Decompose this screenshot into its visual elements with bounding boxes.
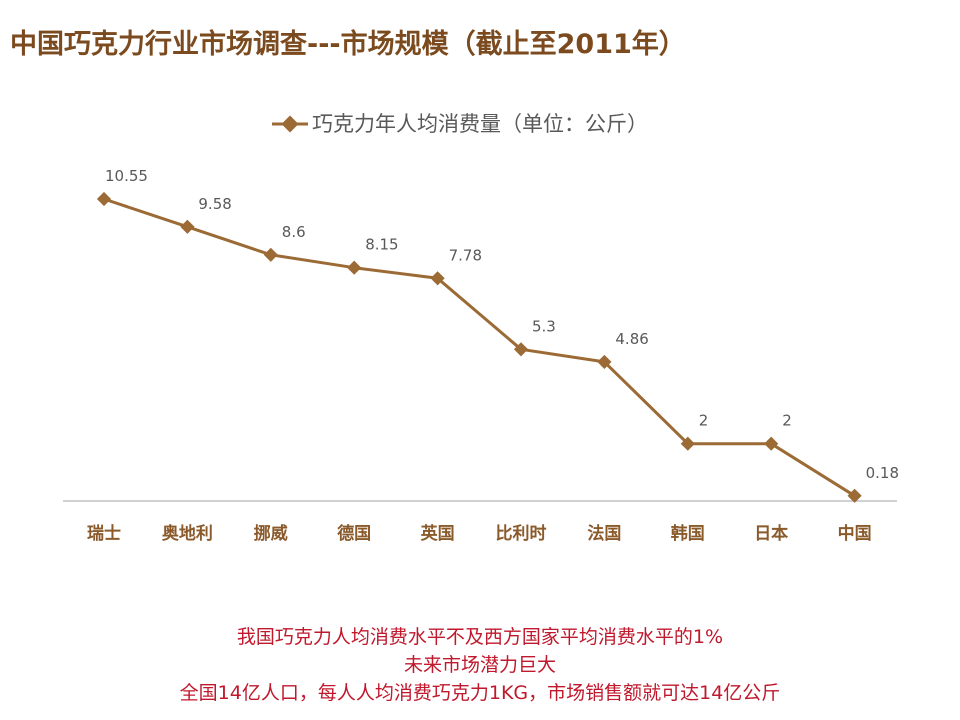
- x-tick-label: 奥地利: [162, 523, 213, 544]
- data-point-marker: [513, 342, 529, 357]
- x-tick-label: 挪威: [254, 523, 288, 544]
- data-label: 5.3: [532, 317, 556, 335]
- data-label: 9.58: [198, 195, 231, 213]
- data-label: 8.6: [282, 223, 306, 241]
- data-label: 7.78: [449, 246, 482, 264]
- data-point-marker: [96, 191, 112, 207]
- data-point-marker: [597, 354, 612, 369]
- x-tick-label: 德国: [337, 523, 371, 544]
- line-chart: 巧克力年人均消费量（单位：公斤） 10.55 9.58 8.6 8.15 7.78 5.3…: [63, 112, 899, 544]
- x-tick-label: 比利时: [496, 523, 547, 544]
- footer-notes: 我国巧克力人均消费水平不及西方国家平均消费水平的1% 未来市场潜力巨大 全国14…: [0, 623, 960, 707]
- footer-line-1: 我国巧克力人均消费水平不及西方国家平均消费水平的1%: [236, 626, 724, 648]
- slide-title: 中国巧克力行业市场调查---市场规模（截止至2011年）: [10, 29, 686, 60]
- data-point-marker: [764, 436, 779, 451]
- x-tick-label: 法国: [587, 523, 621, 544]
- x-tick-label: 英国: [421, 523, 455, 544]
- x-tick-label: 韩国: [671, 523, 705, 544]
- data-label: 4.86: [615, 330, 648, 348]
- data-label: 10.55: [105, 167, 148, 185]
- x-tick-label: 中国: [838, 523, 872, 544]
- data-label: 2: [782, 412, 792, 430]
- data-point-marker: [263, 247, 278, 262]
- chart-legend: 巧克力年人均消费量（单位：公斤）: [272, 112, 648, 136]
- data-point-marker: [180, 219, 195, 234]
- legend-diamond-marker: [281, 115, 299, 133]
- x-tick-label: 日本: [754, 523, 788, 544]
- data-label: 2: [699, 412, 709, 430]
- series-line: [103, 197, 856, 498]
- series-group: [96, 191, 862, 503]
- data-point-marker: [680, 436, 695, 451]
- data-point-marker: [347, 260, 362, 275]
- data-point-marker: [847, 488, 862, 503]
- x-tick-label: 瑞士: [87, 523, 121, 544]
- legend-label: 巧克力年人均消费量（单位：公斤）: [312, 112, 648, 136]
- data-labels: 10.55 9.58 8.6 8.15 7.78 5.3 4.86 2 2 0.18: [105, 167, 899, 482]
- footer-line-3: 全国14亿人口，每人人均消费巧克力1KG，市场销售额就可达14亿公斤: [179, 682, 781, 704]
- category-labels: 瑞士 奥地利 挪威 德国 英国 比利时 法国 韩国 日本 中国: [87, 523, 872, 544]
- data-label: 0.18: [866, 464, 899, 482]
- data-point-marker: [430, 271, 445, 286]
- data-label: 8.15: [365, 236, 398, 254]
- footer-line-2: 未来市场潜力巨大: [403, 654, 556, 676]
